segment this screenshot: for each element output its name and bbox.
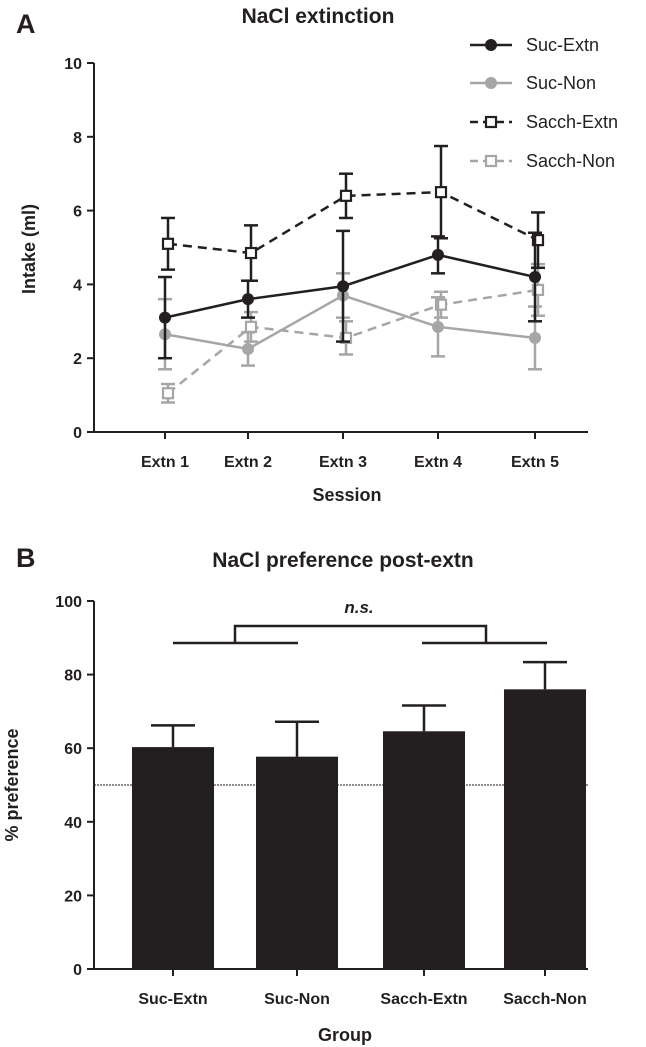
legend-marker bbox=[485, 77, 497, 89]
bar bbox=[383, 731, 465, 969]
data-point bbox=[339, 189, 353, 202]
legend-marker bbox=[484, 154, 498, 168]
series-line bbox=[164, 253, 536, 319]
y-tick-label: 80 bbox=[64, 668, 82, 685]
bar bbox=[504, 689, 586, 969]
x-tick-label: Suc-Extn bbox=[138, 991, 207, 1008]
data-point bbox=[242, 342, 254, 355]
x-tick-label: Extn 4 bbox=[414, 454, 462, 471]
x-tick-label: Extn 3 bbox=[319, 454, 367, 471]
data-point bbox=[432, 320, 444, 333]
y-tick-label: 60 bbox=[64, 741, 82, 758]
data-point bbox=[337, 280, 349, 293]
y-tick-label: 6 bbox=[73, 204, 82, 221]
data-point bbox=[161, 387, 175, 400]
significance-label: n.s. bbox=[344, 598, 373, 617]
chart-b-significance-bracket: n.s. bbox=[173, 598, 547, 645]
panel-b-bar-chart: B NaCl preference post-extn 0 20 40 60 80 100… bbox=[2, 543, 588, 1045]
series-line bbox=[167, 190, 539, 255]
y-tick-label: 8 bbox=[73, 130, 82, 147]
data-point bbox=[161, 237, 175, 250]
y-tick-label: 0 bbox=[73, 425, 82, 442]
data-point bbox=[531, 283, 545, 297]
chart-a-legend: Suc-Extn Suc-Non Sacch-Extn Sacch-Non bbox=[470, 35, 618, 171]
x-tick-label: Extn 1 bbox=[141, 454, 189, 471]
legend-label: Sacch-Non bbox=[526, 151, 615, 171]
chart-a-series bbox=[158, 144, 545, 404]
legend-label: Suc-Extn bbox=[526, 35, 599, 55]
y-tick-label: 0 bbox=[73, 962, 82, 979]
data-point bbox=[159, 311, 171, 324]
y-tick-label: 2 bbox=[73, 351, 82, 368]
chart-a-title: NaCl extinction bbox=[242, 5, 395, 28]
chart-a-y-axis-label: Intake (ml) bbox=[19, 204, 39, 294]
chart-b-bars bbox=[94, 660, 588, 969]
x-tick-label: Extn 5 bbox=[511, 454, 559, 471]
x-tick-label: Sacch-Non bbox=[503, 991, 587, 1008]
data-point bbox=[242, 293, 254, 306]
data-point bbox=[432, 248, 444, 261]
data-point bbox=[339, 331, 353, 345]
data-point bbox=[434, 298, 448, 311]
chart-b-x-axis-label: Group bbox=[318, 1025, 372, 1045]
chart-b-title: NaCl preference post-extn bbox=[212, 549, 473, 572]
chart-b-y-axis-label: % preference bbox=[2, 728, 22, 841]
legend-marker bbox=[485, 39, 497, 51]
series-sacch-non bbox=[161, 262, 545, 404]
data-point bbox=[434, 186, 448, 199]
bracket-connector bbox=[233, 624, 488, 643]
data-point bbox=[529, 331, 541, 344]
x-tick-label: Extn 2 bbox=[224, 454, 272, 471]
data-point bbox=[531, 234, 545, 247]
series-suc-extn bbox=[158, 229, 542, 360]
y-tick-label: 4 bbox=[73, 277, 82, 294]
data-point bbox=[244, 246, 258, 260]
x-tick-label: Suc-Non bbox=[264, 991, 330, 1008]
data-point bbox=[529, 271, 541, 284]
panel-b-letter: B bbox=[16, 543, 36, 573]
y-tick-label: 100 bbox=[55, 594, 82, 611]
y-tick-label: 10 bbox=[64, 56, 82, 73]
chart-a-x-axis-label: Session bbox=[312, 485, 381, 505]
legend-label: Sacch-Extn bbox=[526, 112, 618, 132]
panel-a-line-chart: A NaCl extinction 0 2 4 6 8 10 Extn 1 Extn 2 Ext… bbox=[16, 5, 618, 505]
bar bbox=[256, 756, 338, 969]
y-tick-label: 20 bbox=[64, 888, 82, 905]
panel-a-letter: A bbox=[16, 9, 36, 39]
series-sacch-extn bbox=[161, 144, 545, 282]
legend-label: Suc-Non bbox=[526, 73, 596, 93]
y-tick-label: 40 bbox=[64, 815, 82, 832]
x-tick-label: Sacch-Extn bbox=[380, 991, 467, 1008]
chart-a-axes: 0 2 4 6 8 10 Extn 1 Extn 2 Extn 3 Extn 4 Extn 5 bbox=[64, 56, 588, 471]
data-point bbox=[244, 320, 258, 333]
bar bbox=[132, 747, 214, 969]
legend-marker bbox=[484, 115, 498, 129]
